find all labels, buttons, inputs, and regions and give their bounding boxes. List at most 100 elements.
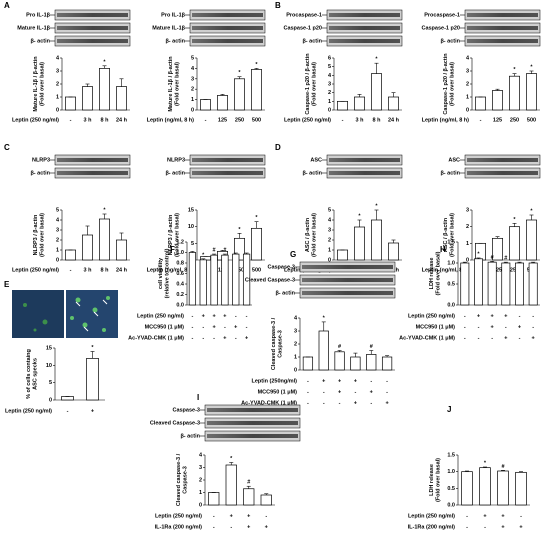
bar [354,226,365,261]
condition-mark: - [191,335,193,341]
y-tick-label: 2 [56,81,59,87]
panel-letter: G [290,250,296,259]
blot-band [57,171,128,175]
chart-panel: A Pro IL-1β Mature IL-1β β- actin 0 1 2 3 4 Matur… [4,1,131,123]
condition-mark: 3 h [356,117,365,123]
condition-mark: + [245,335,248,341]
bar [251,227,262,261]
condition-mark: - [205,117,207,123]
blot-band [467,158,538,162]
bar [116,86,127,111]
condition-mark: - [202,324,204,330]
blot-label: β- actin [30,38,50,44]
y-tick-label: 1.0 [447,260,455,266]
y-tick-label: 2 [328,90,331,96]
condition-mark: + [491,324,494,330]
blot-band [467,171,538,175]
y-tick-label: 4 [328,73,332,79]
y-tick-label: 4 [191,66,195,72]
y-tick-label: 0.5 [447,486,455,492]
y-tick-label: 0.0 [447,302,455,308]
y-axis-label: (relative to control) [164,248,170,298]
y-axis-label: ASC specks [32,358,38,390]
y-axis-label: LDH release [429,464,435,496]
y-tick-label: 4 [56,55,60,61]
condition-mark: - [67,408,69,414]
y-tick-label: 2 [328,237,331,243]
blot-label: Caspase-1 p20 [421,25,460,31]
significance-mark: * [91,345,94,351]
condition-mark: - [370,378,372,384]
panel-letter: I [197,393,199,402]
blot-band [207,434,298,438]
condition-mark: - [339,400,341,406]
condition-mark: + [501,513,504,519]
condition-name: IL-1Ra (200 ng/ml) [408,524,456,530]
bar [528,262,538,306]
y-tick-label: 3 [191,76,194,82]
blot-band [467,26,538,30]
condition-name: Ac-YVAD-CMK (1 μM) [399,335,455,341]
bar [381,356,393,371]
bar [388,242,399,261]
panel-letter: A [4,1,10,10]
y-tick-label: 0 [328,257,331,263]
bar [515,262,524,306]
condition-name: Leptin (250 ng/ml) [155,513,202,519]
condition-mark: 250 [235,267,244,273]
bar [337,249,348,261]
bar [509,226,520,261]
y-tick-label: 5 [49,380,52,386]
y-tick-label: 2 [294,341,297,347]
condition-mark: + [518,324,521,330]
condition-mark: + [230,513,233,519]
blot-label: Caspase-3 [172,407,200,413]
condition-name: Leptin (ng/ml, 8 h) [147,267,195,273]
y-tick-label: 1 [56,247,59,253]
condition-mark: - [307,378,309,384]
condition-mark: - [191,324,193,330]
blot-label: β- actin [302,38,322,44]
y-tick-label: 0 [56,257,59,263]
condition-mark: - [235,313,237,319]
condition-mark: - [532,313,534,319]
blot-band [302,278,393,282]
bar [82,86,93,111]
condition-mark: + [483,513,486,519]
y-axis-label: (Fold over basal) [449,62,455,106]
panel-letter: B [275,1,281,10]
y-tick-label: 1.5 [447,452,455,458]
y-tick-label: 0.5 [447,281,455,287]
y-tick-label: 1 [466,94,469,100]
micrographs [12,290,118,338]
condition-mark: - [224,324,226,330]
significance-mark: * [513,67,516,73]
condition-name: MCC950 (1 μM) [145,324,185,330]
y-tick-label: 3 [199,465,202,471]
y-tick-label: 5 [328,64,331,70]
bar [501,262,511,306]
blot-label: Procaspase-1 [424,12,460,18]
bar [221,254,229,306]
condition-mark: - [213,335,215,341]
condition-name: MCC950 (1 μM) [258,389,298,395]
condition-mark: + [370,389,373,395]
condition-mark: - [342,117,344,123]
bar [210,254,218,306]
significance-mark: * [255,62,258,68]
condition-name: Leptin (250 ng/ml) [137,313,184,319]
chart-panel: J 0.0 0.5 1.0 1.5 LDH release (Fold over basal… [408,405,530,530]
significance-mark: # [338,344,341,350]
y-tick-label: 3 [466,207,469,213]
condition-name: IL-1Ra (200 ng/ml) [155,524,203,530]
significance-mark: * [530,208,533,214]
condition-mark: - [235,335,237,341]
y-tick-label: 5 [56,207,59,213]
blot-band [467,39,538,43]
condition-mark: - [386,389,388,395]
condition-mark: + [234,324,237,330]
condition-mark: 250 [510,117,519,123]
y-tick-label: 15 [46,345,52,351]
blot-label: β- actin [165,38,185,44]
condition-mark: - [230,524,232,530]
